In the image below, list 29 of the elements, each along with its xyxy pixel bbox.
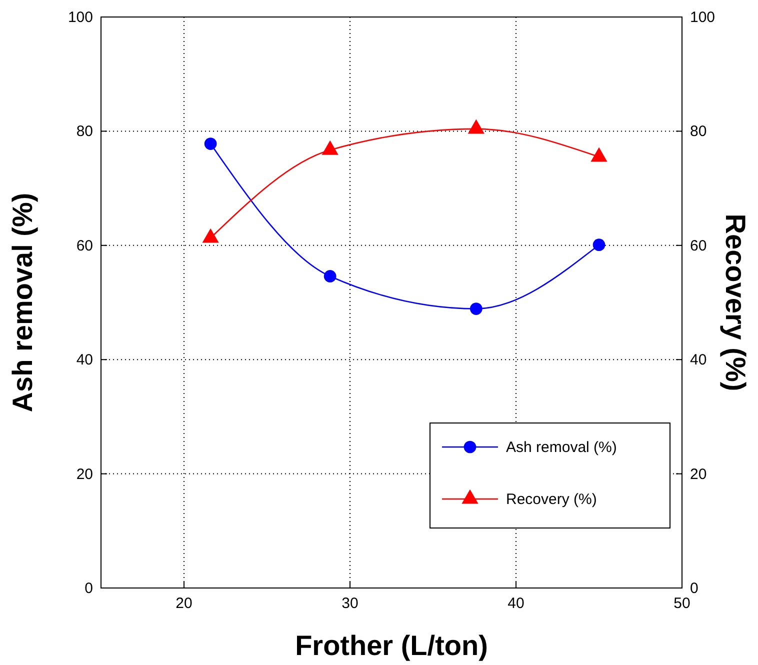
x-axis-title: Frother (L/ton) <box>295 630 488 661</box>
y-tick-label: 100 <box>68 9 93 26</box>
y2-tick-label: 100 <box>690 9 716 26</box>
y-tick-label: 80 <box>76 123 93 140</box>
point <box>204 138 217 150</box>
point <box>324 270 336 282</box>
x-tick-label: 50 <box>674 595 690 612</box>
x-tick-label: 20 <box>176 595 192 612</box>
y2-tick-label: 80 <box>690 123 707 140</box>
x-tick-label: 40 <box>508 595 524 612</box>
y2-tick-label: 20 <box>690 466 707 483</box>
y-tick-label: 40 <box>76 352 93 369</box>
legend-label: Ash removal (%) <box>506 439 617 456</box>
y2-tick-label: 40 <box>690 352 707 369</box>
point <box>592 238 606 251</box>
y2-tick-label: 0 <box>690 580 698 597</box>
y-tick-label: 60 <box>76 237 93 254</box>
y-tick-label: 20 <box>76 466 93 483</box>
point <box>202 228 219 243</box>
x-tick-label: 30 <box>342 595 358 612</box>
y-tick-label: 0 <box>84 580 93 597</box>
point <box>468 119 484 134</box>
y2-axis-title: Recovery (%) <box>720 214 751 392</box>
y-axis-title: Ash removal (%) <box>7 192 38 412</box>
point <box>470 302 482 315</box>
point <box>590 147 608 162</box>
point <box>322 140 338 155</box>
y2-tick-label: 60 <box>690 237 707 254</box>
legend-label: Recovery (%) <box>506 491 597 508</box>
